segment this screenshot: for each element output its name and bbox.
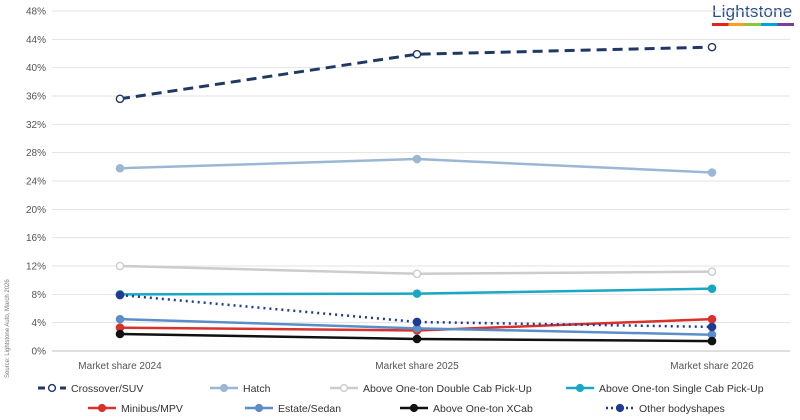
data-point: [707, 267, 717, 276]
legend-swatch-marker: [409, 403, 419, 413]
legend-label: Hatch: [243, 383, 271, 395]
data-point: [412, 317, 422, 327]
y-tick-label: 44%: [26, 35, 46, 46]
y-tick-label: 40%: [26, 63, 46, 74]
legend-label: Minibus/MPV: [121, 403, 183, 415]
legend-label: Above One-ton Single Cab Pick-Up: [599, 383, 764, 395]
y-axis-ticks: 0% 4% 8% 12% 16% 20% 24% 28% 32% 36% 40% 44% 48%: [26, 7, 46, 358]
legend-label: Above One-ton Double Cab Pick-Up: [363, 383, 532, 395]
legend-swatch-marker: [575, 383, 585, 393]
series-line-0: [119, 45, 713, 101]
x-axis-ticks: Market share 2024 Market share 2025 Market…: [78, 361, 754, 372]
legend-item: Estate/Sedan: [245, 403, 341, 415]
data-point: [707, 314, 717, 324]
data-point: [115, 314, 125, 324]
series-markers: [115, 42, 717, 346]
source-note: Source: Lightstone Auto, March 2026: [5, 279, 11, 378]
legend-item: Minibus/MPV: [88, 403, 183, 415]
y-tick-label: 20%: [26, 205, 46, 216]
y-tick-label: 0%: [32, 347, 47, 358]
legend-label: Other bodyshapes: [639, 403, 725, 415]
legend-item: Above One-ton Single Cab Pick-Up: [566, 383, 764, 395]
legend-swatch-marker: [97, 403, 107, 413]
y-tick-label: 28%: [26, 148, 46, 159]
data-point: [115, 261, 125, 271]
legend-item: Crossover/SUV: [38, 383, 143, 395]
legend-item: Other bodyshapes: [606, 403, 725, 415]
x-tick-label: Market share 2024: [78, 361, 162, 372]
legend-label: Estate/Sedan: [278, 403, 341, 415]
y-tick-label: 12%: [26, 262, 46, 273]
legend-swatch-marker: [47, 383, 57, 393]
y-tick-label: 16%: [26, 233, 46, 244]
y-tick-label: 36%: [26, 92, 46, 103]
data-point: [412, 289, 422, 298]
logo-color-bar: [712, 23, 794, 26]
legend-swatch-marker: [339, 383, 349, 393]
legend-label: Above One-ton XCab: [433, 403, 533, 415]
legend-item: Hatch: [210, 383, 271, 395]
data-point: [707, 284, 717, 293]
legend-item: Above One-ton XCab: [400, 403, 533, 415]
legend-swatch-marker: [254, 403, 264, 413]
x-tick-label: Market share 2026: [670, 361, 754, 372]
data-point: [707, 322, 717, 332]
data-point: [412, 334, 422, 344]
legend-item: Above One-ton Double Cab Pick-Up: [330, 383, 532, 395]
data-point: [115, 94, 125, 104]
y-tick-label: 32%: [26, 120, 46, 131]
legend-swatch-marker: [615, 403, 625, 413]
x-tick-label: Market share 2025: [375, 361, 459, 372]
data-point: [412, 49, 422, 59]
data-point: [115, 163, 125, 173]
data-point: [707, 168, 717, 177]
legend-swatch-marker: [219, 383, 229, 393]
data-point: [412, 269, 422, 279]
data-point: [115, 329, 125, 339]
y-tick-label: 8%: [32, 290, 47, 301]
data-point: [707, 336, 717, 346]
data-point: [115, 290, 125, 300]
y-tick-label: 24%: [26, 177, 46, 188]
y-tick-label: 48%: [26, 7, 46, 18]
data-point: [412, 154, 422, 164]
y-tick-label: 4%: [32, 318, 47, 329]
legend: Crossover/SUV Hatch Above One-ton Double C…: [38, 383, 764, 415]
data-point: [707, 42, 717, 52]
legend-label: Crossover/SUV: [71, 383, 143, 395]
